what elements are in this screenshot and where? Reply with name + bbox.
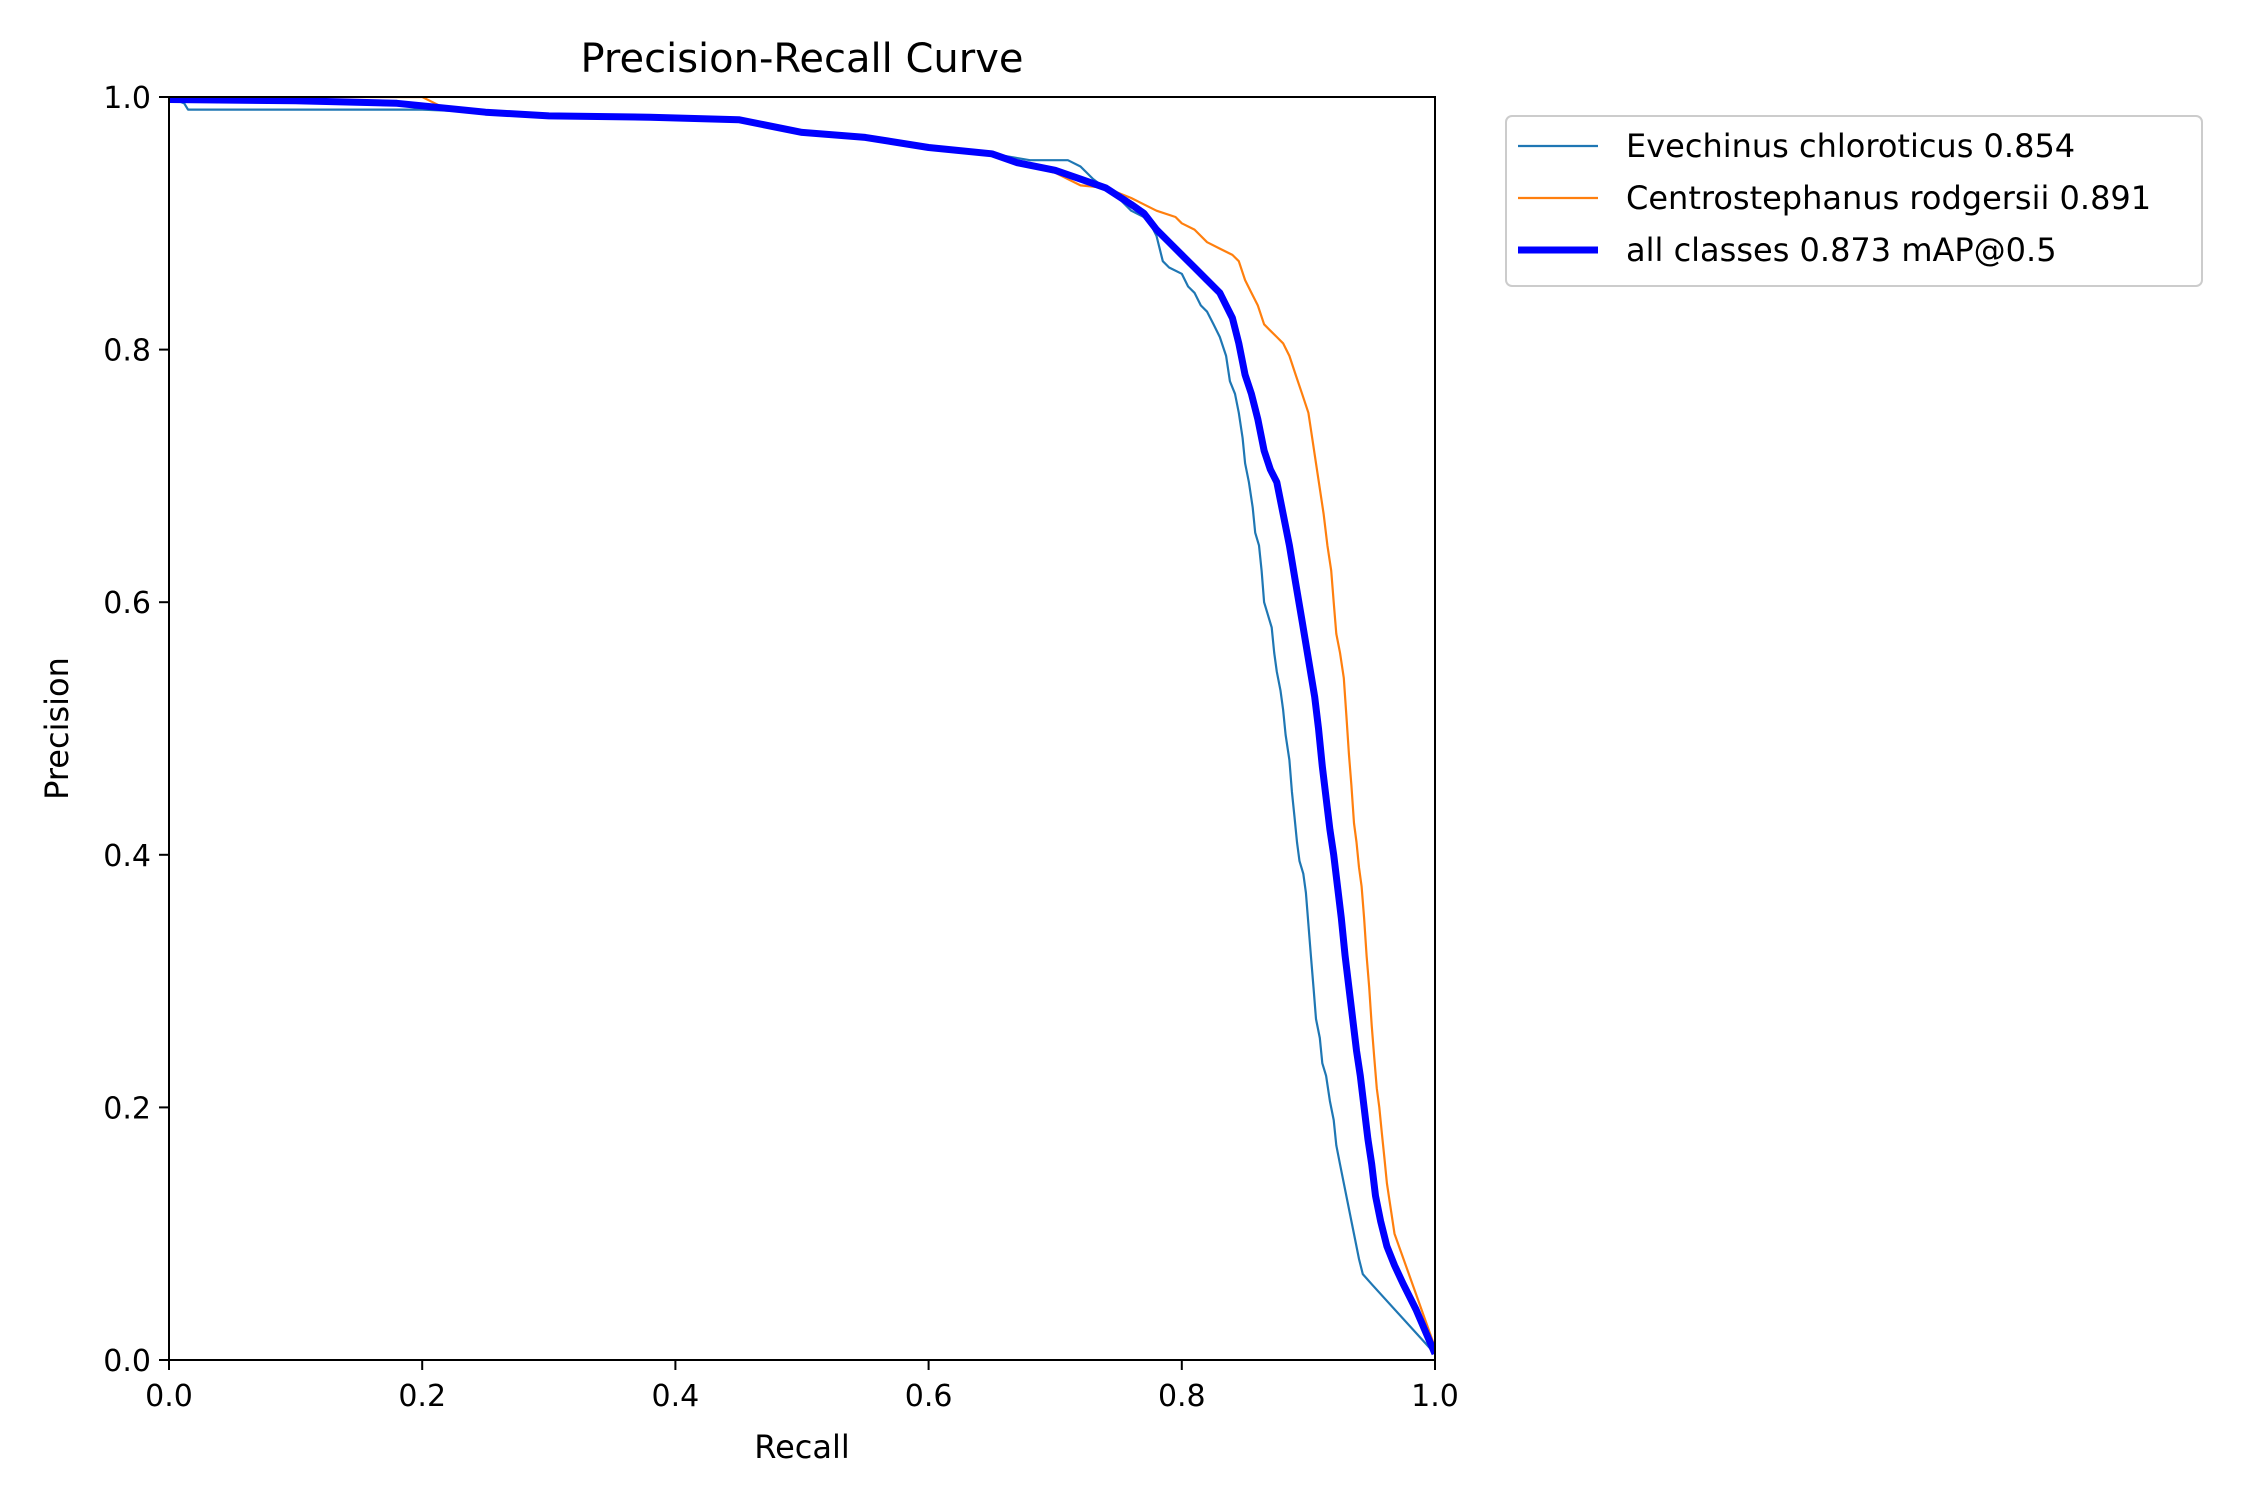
series-line-1 (169, 97, 1435, 1348)
y-tick-label: 0.2 (103, 1091, 151, 1126)
x-axis: 0.0 0.2 0.4 0.6 0.8 1.0 (145, 1360, 1459, 1414)
x-tick-label: 0.2 (398, 1379, 446, 1414)
x-tick-label: 1.0 (1411, 1379, 1459, 1414)
series-line-0 (169, 97, 1435, 1355)
y-tick-label: 0.4 (103, 839, 151, 874)
x-tick-label: 0.8 (1158, 1379, 1206, 1414)
legend-box (1505, 115, 2203, 287)
series-layer (169, 97, 1435, 1356)
x-tick-label: 0.0 (145, 1379, 193, 1414)
y-tick-label: 0.0 (103, 1344, 151, 1379)
y-tick-label: 1.0 (103, 81, 151, 116)
x-tick-label: 0.4 (652, 1379, 700, 1414)
x-axis-label: Recall (754, 1428, 849, 1466)
plot-frame (168, 96, 1436, 1361)
legend-label-2: all classes 0.873 mAP@0.5 (1626, 231, 2057, 269)
y-axis: 0.0 0.2 0.4 0.6 0.8 1.0 (103, 81, 169, 1379)
legend-label-1: Centrostephanus rodgersii 0.891 (1626, 179, 2151, 217)
legend-label-0: Evechinus chloroticus 0.854 (1626, 127, 2075, 165)
y-axis-label: Precision (38, 657, 76, 800)
y-tick-label: 0.8 (103, 334, 151, 369)
legend: Evechinus chloroticus 0.854 Centrostephan… (1505, 115, 2203, 287)
chart-title: Precision-Recall Curve (581, 36, 1024, 82)
series-line-2 (169, 97, 1435, 1356)
x-tick-label: 0.6 (905, 1379, 953, 1414)
y-tick-label: 0.6 (103, 586, 151, 621)
